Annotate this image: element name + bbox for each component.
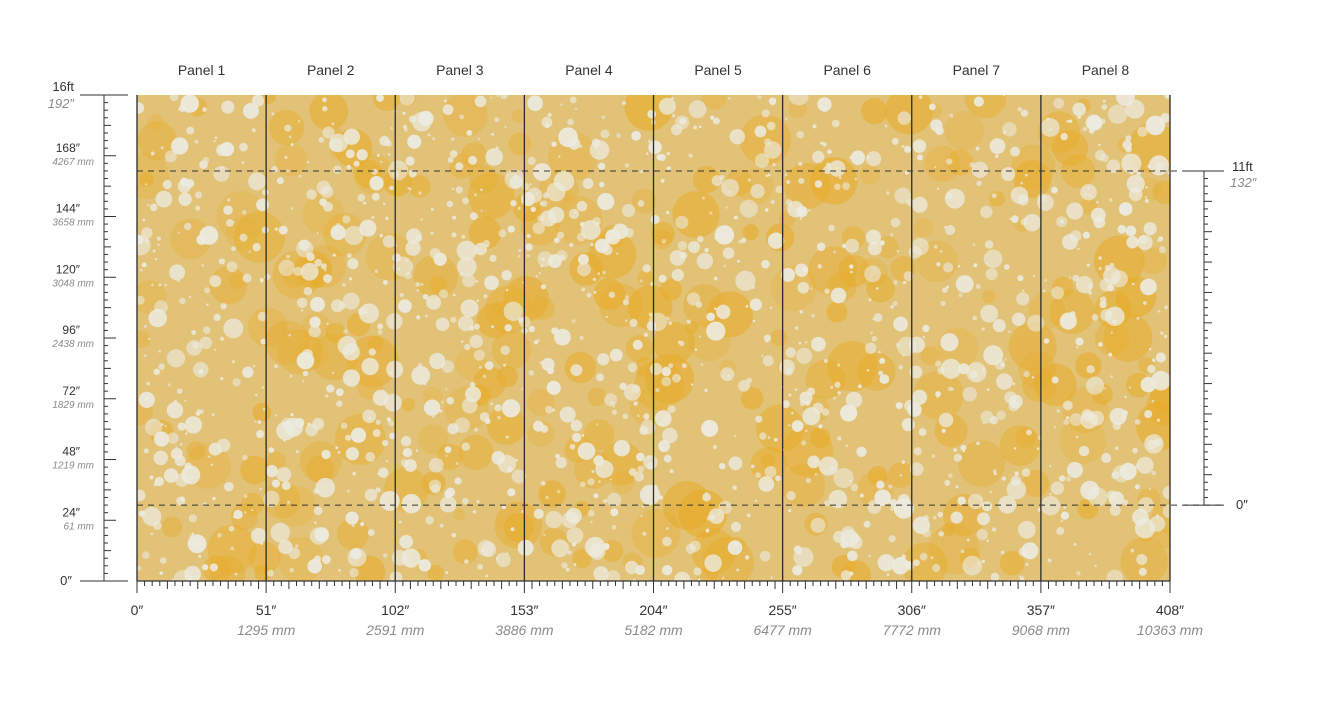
bottom-ruler-mm-label: 2591 mm xyxy=(365,622,425,638)
marble-texture xyxy=(137,95,1170,581)
left-ruler-top-ft: 16ft xyxy=(52,79,74,94)
left-height-ruler: 168″ 4267 mm 144″ 3658 mm 120″ 3048 mm 96″ 2438… xyxy=(51,94,128,582)
left-ruler-mm-label: 1829 mm xyxy=(52,400,94,411)
bottom-ruler-mm-label: 6477 mm xyxy=(753,622,812,638)
right-ruler-top-ft: 11ft xyxy=(1232,159,1253,174)
bottom-ruler-mm-label: 10363 mm xyxy=(1137,622,1203,638)
left-ruler-inch-label: 72″ xyxy=(62,384,80,398)
bottom-width-ruler: 0″ 51″ 1295 mm 102″ 2591 mm 153″ 3886 mm 204″ 51… xyxy=(131,580,1203,638)
bottom-ruler-inch-label: 357″ xyxy=(1027,602,1055,618)
panel-label: Panel 4 xyxy=(565,62,613,78)
left-ruler-mm-label: 1219 mm xyxy=(52,461,94,472)
panel-dividers xyxy=(136,95,1171,581)
left-ruler-mm-label: 3658 mm xyxy=(52,218,94,229)
panel-labels: Panel 1 Panel 2 Panel 3 Panel 4 Panel 5 Panel… xyxy=(178,62,1130,78)
panel-label: Panel 1 xyxy=(178,62,226,78)
bottom-ruler-inch-label: 51″ xyxy=(256,602,277,618)
panel-label: Panel 3 xyxy=(436,62,484,78)
left-ruler-mm-label: 2438 mm xyxy=(51,339,94,350)
right-repeat-ruler xyxy=(1184,170,1224,506)
left-ruler-inch-label: 168″ xyxy=(56,141,81,155)
bottom-ruler-mm-label: 9068 mm xyxy=(1012,622,1071,638)
panel-label: Panel 5 xyxy=(694,62,742,78)
left-ruler-mm-label: 61 mm xyxy=(63,521,94,532)
bottom-ruler-inch-label: 153″ xyxy=(510,602,538,618)
bottom-ruler-inch-label: 306″ xyxy=(898,602,926,618)
panel-label: Panel 6 xyxy=(823,62,871,78)
bottom-ruler-mm-label: 7772 mm xyxy=(883,622,942,638)
left-ruler-inch-label: 24″ xyxy=(62,505,80,519)
left-ruler-inch-label: 144″ xyxy=(56,202,81,216)
left-ruler-inch-label: 120″ xyxy=(56,262,81,276)
bottom-ruler-inch-label: 255″ xyxy=(768,602,796,618)
right-ruler-top-inch: 132″ xyxy=(1230,175,1257,190)
left-ruler-mm-label: 3048 mm xyxy=(52,278,94,289)
repeat-guides xyxy=(137,170,1224,506)
bottom-ruler-mm-label: 5182 mm xyxy=(624,622,683,638)
bottom-ruler-inch-label: 408″ xyxy=(1156,602,1184,618)
bottom-ruler-inch-label: 102″ xyxy=(381,602,409,618)
bottom-ruler-inch-label: 204″ xyxy=(639,602,667,618)
right-ruler-zero: 0″ xyxy=(1236,497,1248,512)
panel-label: Panel 8 xyxy=(1082,62,1130,78)
panel-label: Panel 7 xyxy=(953,62,1001,78)
left-ruler-inch-label: 48″ xyxy=(62,445,80,459)
left-ruler-zero: 0″ xyxy=(60,573,72,588)
bottom-ruler-mm-label: 1295 mm xyxy=(237,622,296,638)
bottom-ruler-inch-label: 0″ xyxy=(131,602,144,618)
left-ruler-inch-label: 96″ xyxy=(62,323,80,337)
wallpaper-pattern-area xyxy=(137,95,1170,581)
left-ruler-mm-label: 4267 mm xyxy=(52,157,94,168)
panel-label: Panel 2 xyxy=(307,62,355,78)
bottom-ruler-mm-label: 3886 mm xyxy=(495,622,554,638)
left-ruler-top-inch: 192″ xyxy=(48,96,75,111)
